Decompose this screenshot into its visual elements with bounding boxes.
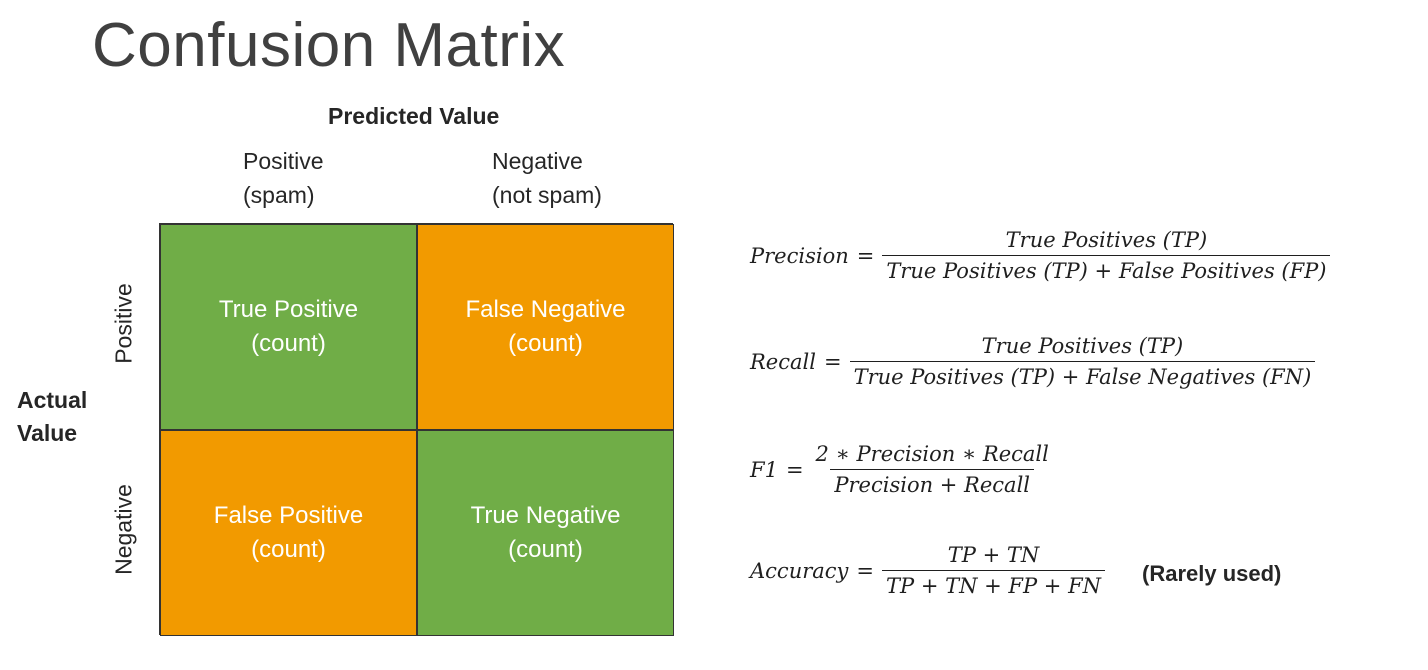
cell-false-positive-count: (count) (251, 536, 326, 563)
recall-denominator: True Positives (TP) + False Negatives (F… (849, 361, 1316, 389)
accuracy-formula-lhs: Accuracy (750, 558, 849, 583)
row-label-negative: Negative (110, 484, 137, 575)
cell-false-negative: False Negative (count) (417, 224, 674, 430)
f1-numerator: 2 ∗ Precision ∗ Recall (815, 442, 1049, 466)
recall-fraction: True Positives (TP) True Positives (TP) … (849, 334, 1316, 389)
cell-false-positive: False Positive (count) (160, 430, 417, 636)
f1-formula-equals: = (785, 457, 804, 482)
cell-true-negative: True Negative (count) (417, 430, 674, 636)
actual-value-heading-line1: Actual (17, 387, 88, 413)
cell-true-negative-count: (count) (508, 536, 583, 563)
f1-formula: F1 = 2 ∗ Precision ∗ Recall Precision + … (750, 442, 1053, 497)
column-label-negative: Negative (not spam) (492, 144, 602, 212)
actual-value-heading-line2: Value (17, 420, 78, 446)
cell-false-negative-count: (count) (508, 330, 583, 357)
precision-fraction: True Positives (TP) True Positives (TP) … (882, 228, 1331, 283)
accuracy-rarely-used-note: (Rarely used) (1142, 561, 1282, 586)
accuracy-formula-equals: = (856, 558, 875, 583)
cell-true-negative-label: True Negative (470, 502, 621, 529)
column-label-positive-line2: (spam) (243, 182, 315, 208)
f1-fraction: 2 ∗ Precision ∗ Recall Precision + Recal… (812, 442, 1053, 497)
slide-title: Confusion Matrix (92, 11, 566, 80)
recall-formula: Recall = True Positives (TP) True Positi… (750, 334, 1316, 389)
actual-value-heading: Actual Value (17, 384, 87, 450)
precision-formula-equals: = (856, 243, 875, 268)
column-label-positive: Positive (spam) (243, 144, 324, 212)
precision-denominator: True Positives (TP) + False Positives (F… (882, 255, 1331, 283)
precision-formula-lhs: Precision (750, 243, 849, 268)
column-label-positive-line1: Positive (243, 148, 324, 174)
recall-formula-lhs: Recall (750, 349, 816, 374)
confusion-matrix-grid: True Positive (count) False Negative (co… (159, 223, 674, 636)
precision-formula: Precision = True Positives (TP) True Pos… (750, 228, 1331, 283)
recall-numerator: True Positives (TP) (981, 334, 1184, 358)
f1-denominator: Precision + Recall (830, 469, 1035, 497)
accuracy-numerator: TP + TN (947, 543, 1040, 567)
accuracy-formula: Accuracy = TP + TN TP + TN + FP + FN (750, 543, 1106, 598)
row-label-positive: Positive (110, 283, 137, 364)
column-label-negative-line2: (not spam) (492, 182, 602, 208)
cell-false-negative-label: False Negative (465, 296, 626, 323)
accuracy-fraction: TP + TN TP + TN + FP + FN (882, 543, 1106, 598)
cell-true-positive-label: True Positive (218, 296, 359, 323)
column-label-negative-line1: Negative (492, 148, 583, 174)
f1-formula-lhs: F1 (750, 457, 778, 482)
cell-true-positive-count: (count) (251, 330, 326, 357)
precision-numerator: True Positives (TP) (1005, 228, 1208, 252)
accuracy-denominator: TP + TN + FP + FN (882, 570, 1106, 598)
cell-true-positive: True Positive (count) (160, 224, 417, 430)
predicted-value-heading: Predicted Value (328, 103, 500, 129)
recall-formula-equals: = (823, 349, 842, 374)
cell-false-positive-label: False Positive (213, 502, 364, 529)
